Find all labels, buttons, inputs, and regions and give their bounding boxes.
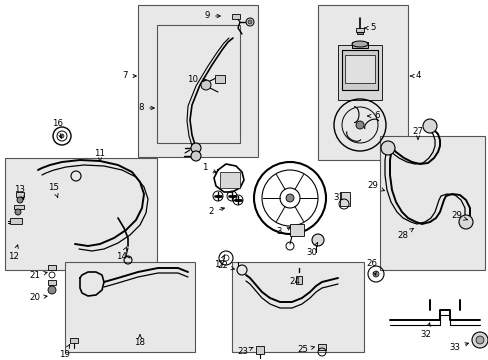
Bar bbox=[379, 136, 484, 270]
Circle shape bbox=[471, 332, 487, 348]
Text: 32: 32 bbox=[420, 323, 430, 339]
Text: 33: 33 bbox=[448, 343, 468, 352]
Text: 28: 28 bbox=[396, 229, 412, 240]
Bar bbox=[341, 50, 377, 90]
Circle shape bbox=[380, 141, 394, 155]
Text: 10: 10 bbox=[186, 76, 206, 85]
Text: 5: 5 bbox=[364, 23, 375, 32]
Bar bbox=[157, 25, 240, 143]
Bar bbox=[10, 218, 22, 224]
Text: 27: 27 bbox=[412, 127, 423, 139]
Text: 8: 8 bbox=[138, 104, 154, 112]
Bar bbox=[317, 344, 325, 350]
Text: 24: 24 bbox=[288, 278, 299, 287]
Bar bbox=[65, 262, 195, 352]
Circle shape bbox=[422, 119, 436, 133]
Text: 29: 29 bbox=[450, 211, 467, 220]
Text: 18: 18 bbox=[134, 335, 145, 347]
Circle shape bbox=[475, 336, 483, 344]
Text: 29: 29 bbox=[366, 181, 384, 191]
Bar bbox=[14, 205, 24, 209]
Circle shape bbox=[48, 286, 56, 294]
Bar bbox=[16, 192, 24, 197]
Text: 14: 14 bbox=[116, 247, 127, 261]
Circle shape bbox=[201, 80, 210, 90]
Text: 30: 30 bbox=[306, 243, 317, 257]
Circle shape bbox=[17, 197, 23, 203]
Circle shape bbox=[245, 18, 253, 26]
Circle shape bbox=[458, 215, 472, 229]
Bar bbox=[289, 224, 304, 236]
Text: 20: 20 bbox=[29, 293, 47, 302]
Bar bbox=[231, 262, 363, 352]
Text: 11: 11 bbox=[94, 149, 105, 161]
Text: 19: 19 bbox=[59, 345, 69, 359]
Bar bbox=[70, 338, 78, 343]
Circle shape bbox=[191, 151, 201, 161]
Bar bbox=[295, 276, 302, 284]
Ellipse shape bbox=[351, 41, 367, 47]
Bar bbox=[48, 280, 56, 285]
Circle shape bbox=[311, 234, 324, 246]
Text: 15: 15 bbox=[48, 183, 60, 198]
Text: 25: 25 bbox=[296, 346, 314, 355]
Text: 23: 23 bbox=[237, 347, 253, 356]
Bar bbox=[337, 45, 381, 100]
Bar bbox=[138, 5, 258, 157]
Text: 31: 31 bbox=[332, 193, 343, 202]
Text: 4: 4 bbox=[409, 72, 421, 81]
Bar bbox=[351, 42, 367, 48]
Circle shape bbox=[191, 143, 201, 153]
Text: 1: 1 bbox=[202, 163, 216, 173]
Bar bbox=[256, 346, 264, 354]
Bar bbox=[5, 158, 157, 270]
Text: 17: 17 bbox=[214, 255, 225, 269]
Text: 21: 21 bbox=[29, 271, 47, 280]
Text: 2: 2 bbox=[208, 207, 224, 216]
Text: 16: 16 bbox=[52, 119, 63, 138]
Circle shape bbox=[285, 194, 293, 202]
Bar bbox=[356, 32, 362, 34]
Bar bbox=[48, 265, 56, 270]
Text: 22: 22 bbox=[217, 261, 234, 270]
Text: 9: 9 bbox=[204, 12, 220, 21]
Circle shape bbox=[355, 121, 363, 129]
Bar bbox=[317, 5, 407, 160]
Circle shape bbox=[15, 209, 21, 215]
Circle shape bbox=[372, 271, 378, 277]
Text: 26: 26 bbox=[366, 259, 377, 275]
Circle shape bbox=[60, 134, 64, 138]
Bar bbox=[220, 172, 240, 188]
Bar bbox=[355, 28, 363, 32]
Text: 12: 12 bbox=[8, 245, 20, 261]
Bar bbox=[231, 14, 240, 19]
Bar bbox=[339, 192, 349, 206]
Circle shape bbox=[247, 20, 251, 24]
Text: 13: 13 bbox=[15, 185, 25, 199]
Text: 6: 6 bbox=[367, 112, 379, 121]
Text: 3: 3 bbox=[276, 227, 290, 237]
Bar bbox=[345, 55, 374, 83]
Bar bbox=[215, 75, 224, 83]
Text: 7: 7 bbox=[122, 72, 136, 81]
